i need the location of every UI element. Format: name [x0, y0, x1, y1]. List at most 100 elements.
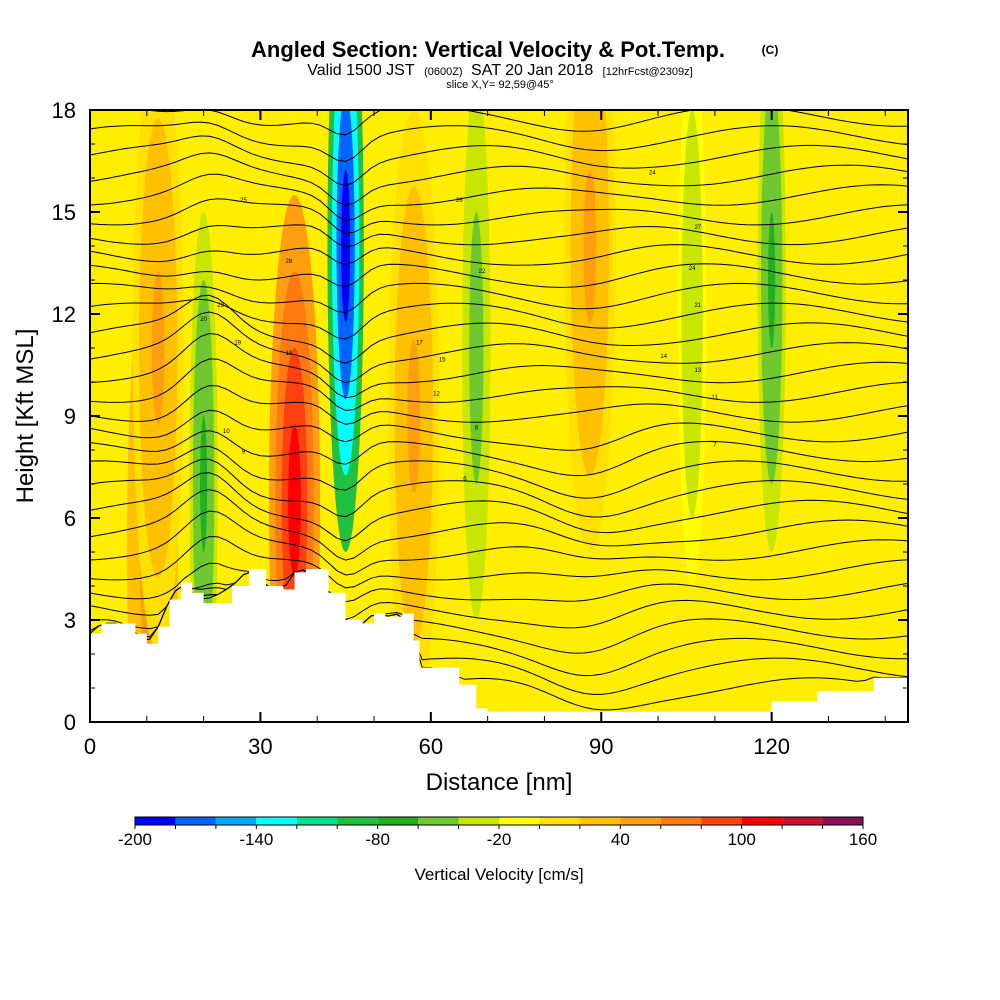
- isentrope-line: [90, 311, 908, 384]
- colorbar-title: Vertical Velocity [cm/s]: [414, 865, 583, 884]
- isentrope-line: [90, 488, 908, 561]
- isentrope-label: 15: [439, 358, 446, 364]
- isentrope-line: [90, 569, 908, 654]
- isentrope-label: 18: [285, 351, 292, 357]
- isentrope-label: 7: [713, 443, 717, 449]
- isentrope-line: [90, 244, 908, 266]
- isentrope-line: [90, 294, 908, 364]
- plot-area: 25 26 24 27 29 28 22 24 21 20 19 18 17 15 14 13 12 11 10 9 8…: [90, 110, 908, 722]
- colorbar-tick-label: 40: [611, 830, 630, 849]
- colorbar-swatch: [296, 817, 338, 825]
- colorbar-swatch: [620, 817, 661, 825]
- isentrope-line: [90, 173, 908, 221]
- isentrope-contours: 25 26 24 27 29 28 22 24 21 20 19 18 17 15 14 13 12 11 10 9 8…: [90, 110, 908, 711]
- colorbar-swatch: [377, 817, 419, 825]
- chart-title-suffix: (C): [762, 43, 779, 57]
- updraft-4-band-3: [151, 271, 165, 425]
- isentrope-label: 24: [649, 171, 656, 177]
- colorbar-swatch: [499, 817, 540, 825]
- x-tick-label: 0: [84, 734, 96, 759]
- x-tick-label: 120: [753, 734, 790, 759]
- colorbar-swatch: [256, 817, 297, 825]
- colorbar-tick-label: -140: [239, 830, 273, 849]
- y-axis-title: Height [Kft MSL]: [12, 329, 39, 504]
- colorbar-tick-label: 100: [727, 830, 755, 849]
- downdraft-1-band-3: [200, 416, 208, 552]
- y-tick-label: 0: [64, 710, 76, 735]
- forecast-info: [12hrFcst@2309z]: [603, 66, 693, 78]
- colorbar-swatch: [660, 817, 702, 825]
- colorbar-swatch: [135, 817, 176, 825]
- isentrope-line: [90, 458, 908, 518]
- isentrope-label: 27: [694, 225, 701, 231]
- valid-utc: (0600Z): [424, 66, 463, 78]
- slice-info: slice X,Y= 92,59@45°: [446, 79, 554, 91]
- isentrope-line: [90, 121, 908, 162]
- x-tick-label: 60: [419, 734, 443, 759]
- isentrope-label: 28: [285, 259, 292, 265]
- isentrope-label: 17: [416, 341, 423, 347]
- downdraft-2-band-3: [472, 280, 480, 416]
- x-axis-title: Distance [nm]: [426, 769, 573, 796]
- colorbar-swatch: [741, 817, 783, 825]
- y-tick-label: 18: [52, 98, 76, 123]
- isentrope-label: 26: [456, 198, 463, 204]
- colorbar-tick-label: -80: [365, 830, 390, 849]
- colorbar-swatch: [337, 817, 378, 825]
- y-tick-label: 15: [52, 200, 76, 225]
- y-tick-label: 12: [52, 302, 76, 327]
- isentrope-line: [90, 536, 908, 589]
- terrain: [90, 569, 908, 722]
- isentrope-label: 12: [433, 392, 440, 398]
- isentrope-line: [90, 135, 908, 187]
- isentrope-line: [90, 409, 908, 451]
- colorbar-swatch: [701, 817, 742, 825]
- colorbar-tick-label: -20: [487, 830, 512, 849]
- isentrope-label: 10: [223, 429, 230, 435]
- colorbar-swatch: [822, 817, 863, 825]
- isentrope-label: 14: [660, 354, 667, 360]
- isentrope-line: [90, 358, 908, 412]
- colorbar-swatch: [579, 817, 621, 825]
- colorbar-tick-label: -200: [118, 830, 152, 849]
- isentrope-line: [90, 430, 908, 477]
- isentrope-label: 19: [234, 341, 241, 347]
- y-tick-label: 3: [64, 608, 76, 633]
- downdraft-3-band-3: [768, 212, 776, 348]
- isentrope-label: 11: [712, 395, 719, 401]
- isentrope-label: 22: [479, 269, 486, 275]
- isentrope-line: [90, 569, 908, 629]
- isentrope-label: 9: [242, 449, 246, 455]
- isentrope-line: [90, 152, 908, 206]
- x-axis: 0 30 60 90 120: [84, 110, 886, 759]
- isentrope-line: [90, 263, 908, 288]
- colorbar-swatch: [215, 817, 257, 825]
- colorbar-tick-label: 160: [849, 830, 877, 849]
- colorbar-swatch: [782, 817, 823, 825]
- valid-date: SAT 20 Jan 2018: [471, 62, 593, 79]
- colorbar-swatch: [175, 817, 216, 825]
- valid-time-line: Valid 1500 JST (0600Z) SAT 20 Jan 2018 […: [307, 62, 692, 79]
- isentrope-label: 25: [240, 198, 247, 204]
- x-tick-label: 30: [248, 734, 272, 759]
- isentrope-line: [90, 472, 908, 542]
- valid-prefix: Valid 1500 JST: [307, 62, 415, 79]
- isentrope-line: [90, 562, 908, 603]
- isentrope-label: 24: [689, 266, 696, 272]
- colorbar-swatch: [458, 817, 499, 825]
- isentrope-line: [90, 445, 908, 499]
- y-tick-label: 6: [64, 506, 76, 531]
- isentrope-line: [90, 224, 908, 248]
- y-axis: 0 3 6 9 12 15 18: [52, 98, 908, 735]
- y-tick-label: 9: [64, 404, 76, 429]
- x-tick-label: 90: [589, 734, 613, 759]
- isentrope-label: 8: [475, 426, 479, 432]
- isentrope-label: 6: [463, 477, 467, 483]
- isentrope-line: [141, 110, 908, 136]
- chart-title: Angled Section: Vertical Velocity & Pot.…: [251, 37, 725, 62]
- isentrope-line: [90, 510, 908, 576]
- colorbar-swatch: [539, 817, 580, 825]
- isentrope-label: 13: [694, 368, 701, 374]
- colorbar-swatch: [418, 817, 459, 825]
